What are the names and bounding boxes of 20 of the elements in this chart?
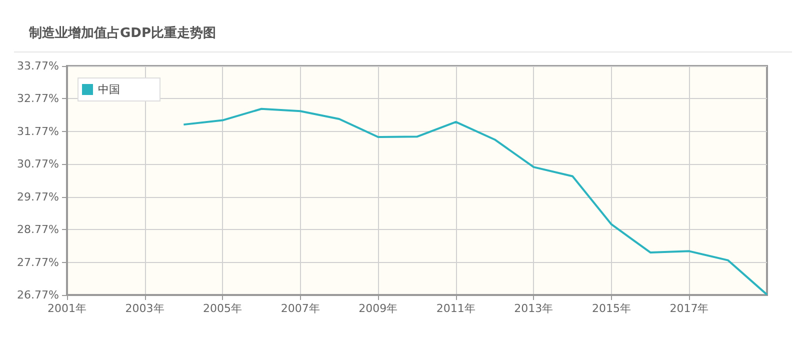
chart-title: 制造业增加值占GDP比重走势图 [28,25,216,41]
x-tick-label: 2017年 [670,302,709,315]
y-tick-label: 28.77% [17,223,59,236]
y-tick-label: 29.77% [17,190,59,204]
y-tick-label: 26.77% [17,288,59,302]
x-tick-label: 2005年 [203,302,242,315]
x-tick-label: 2009年 [358,302,398,315]
x-tick-label: 2011年 [436,302,476,315]
legend-label: 中国 [98,83,120,96]
x-tick-label: 2007年 [280,302,320,315]
x-tick-label: 2013年 [514,302,554,315]
line-series [182,108,768,296]
y-tick-label: 30.77% [17,158,59,171]
x-tick-label: 2015年 [592,302,631,315]
x-tick-label: 2003年 [125,302,164,315]
y-tick-label: 27.77% [17,256,59,269]
x-tick-label: 2001年 [48,302,86,315]
y-tick-label: 33.77% [17,60,59,72]
y-tick-label: 32.77% [17,92,59,106]
y-tick-label: 31.77% [17,124,59,138]
